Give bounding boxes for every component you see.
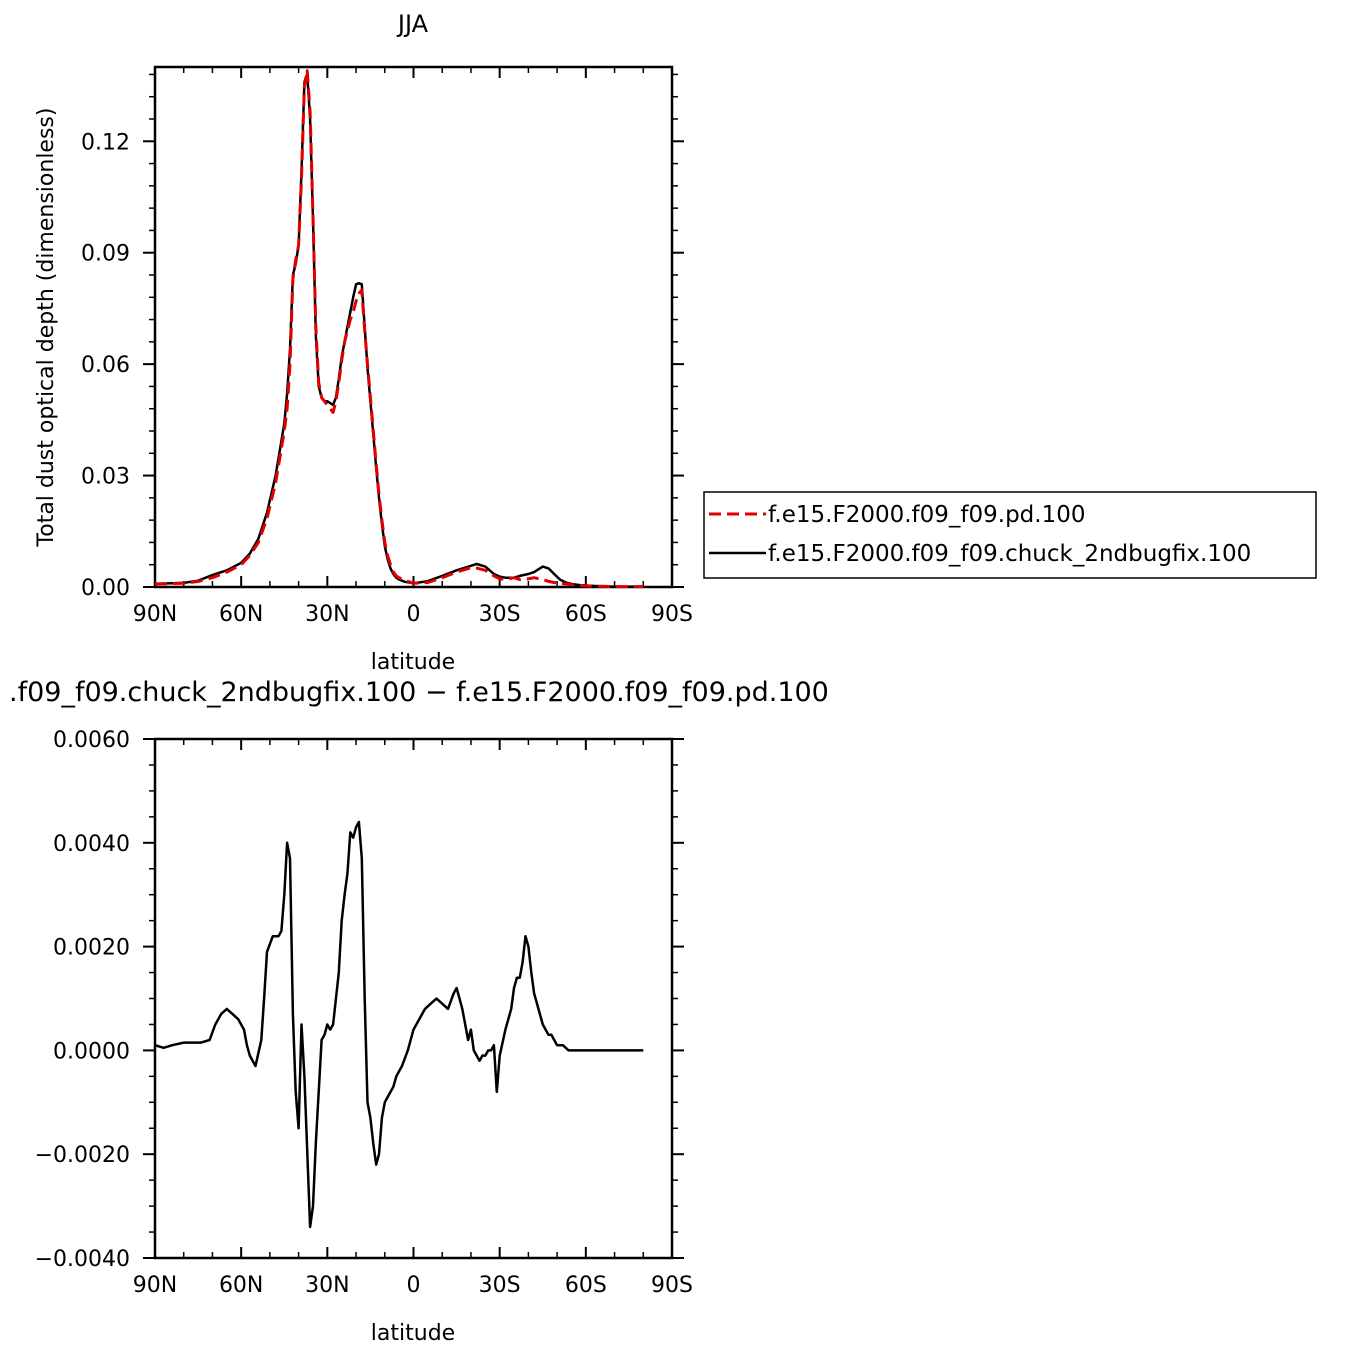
bottom-chart-xlabel: latitude	[371, 1321, 455, 1346]
bottom-chart-ticks: 90N 60N 30N 0 30S 60S 90S −0.0040 −0.0020 0.0000 0…	[35, 728, 693, 1298]
x-tick-label: 30N	[305, 602, 349, 627]
top-chart-xlabel: latitude	[371, 650, 455, 675]
x-tick-label: 90S	[651, 1273, 693, 1298]
legend-box	[703, 491, 1317, 579]
x-tick-label: 60S	[565, 602, 607, 627]
x-tick-label: 60N	[219, 1273, 263, 1298]
legend-label-pd: f.e15.F2000.f09_f09.pd.100	[768, 502, 1086, 528]
y-tick-label: 0.0060	[53, 728, 130, 753]
y-tick-label: 0.0020	[53, 936, 130, 961]
series-line-1	[154, 73, 644, 588]
series-line-0	[154, 69, 644, 589]
bottom-chart-frame	[153, 737, 674, 1260]
x-tick-label: 60S	[565, 1273, 607, 1298]
top-chart-title: JJA	[396, 10, 429, 38]
bottom-chart-title: .f09_f09.chuck_2ndbugfix.100 − f.e15.F20…	[9, 677, 829, 708]
x-tick-label: 30N	[305, 1273, 349, 1298]
y-tick-label: −0.0040	[35, 1247, 130, 1272]
bottom-chart: .f09_f09.chuck_2ndbugfix.100 − f.e15.F20…	[9, 677, 829, 1346]
top-chart-ylabel: Total dust optical depth (dimensionless)	[34, 108, 59, 548]
legend: f.e15.F2000.f09_f09.pd.100 f.e15.F2000.f…	[703, 491, 1317, 579]
top-chart: JJA 90N 60N 30N 0 30S 60S 90S 0.00 0.03 0.06 0.09 0…	[34, 10, 693, 675]
bottom-chart-series	[154, 820, 644, 1229]
top-chart-ticks: 90N 60N 30N 0 30S 60S 90S 0.00 0.03 0.06 0.09 0.12	[81, 67, 693, 627]
y-tick-label: −0.0020	[35, 1143, 130, 1168]
y-tick-label: 0.0000	[53, 1039, 130, 1064]
series-line-0	[154, 820, 644, 1229]
x-tick-label: 30S	[479, 602, 521, 627]
x-tick-label: 90N	[133, 1273, 177, 1298]
x-tick-label: 0	[407, 602, 421, 627]
y-tick-label: 0.03	[81, 465, 130, 490]
y-tick-label: 0.09	[81, 242, 130, 267]
x-tick-label: 90S	[651, 602, 693, 627]
y-tick-label: 0.06	[81, 353, 130, 378]
x-tick-label: 30S	[479, 1273, 521, 1298]
legend-label-chuck: f.e15.F2000.f09_f09.chuck_2ndbugfix.100	[768, 541, 1251, 567]
y-tick-label: 0.12	[81, 130, 130, 155]
top-chart-frame	[153, 65, 674, 589]
top-chart-series	[154, 69, 644, 589]
y-tick-label: 0.0040	[53, 832, 130, 857]
y-tick-label: 0.00	[81, 576, 130, 601]
x-tick-label: 90N	[133, 602, 177, 627]
x-tick-label: 60N	[219, 602, 263, 627]
x-tick-label: 0	[407, 1273, 421, 1298]
